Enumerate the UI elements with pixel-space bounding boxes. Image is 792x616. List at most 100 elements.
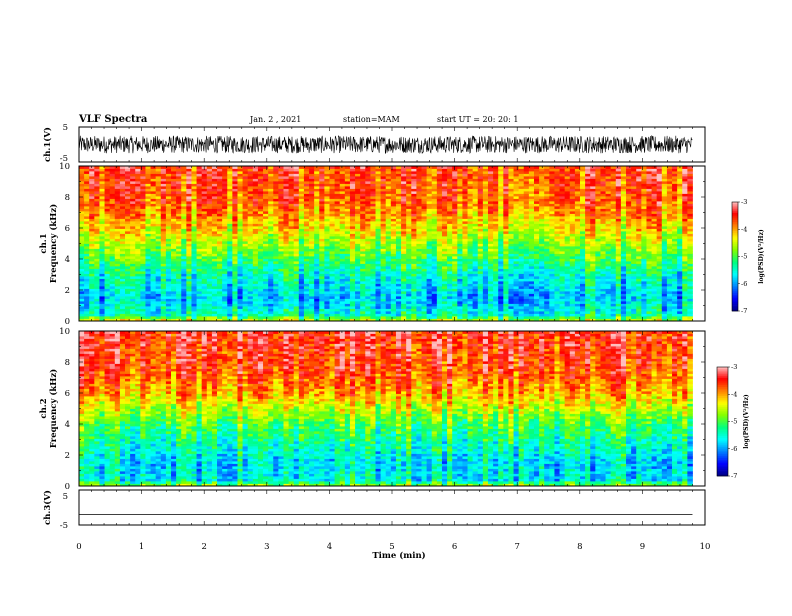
ch1-spectrogram-cell: [390, 248, 397, 252]
ch1-spectrogram-cell: [165, 271, 172, 274]
ch1-spectrogram-cell: [411, 193, 417, 197]
ch1-spectrogram-cell: [421, 256, 428, 259]
ch1-spectrogram-cell: [227, 183, 233, 187]
ch1-spectrogram-cell: [237, 191, 243, 194]
ch1-spectrogram-cell: [431, 313, 438, 317]
ch1-spectrogram-cell: [150, 263, 157, 267]
ch1-spectrogram-cell: [416, 166, 422, 169]
ch1-spectrogram-cell: [375, 193, 382, 197]
ch1-spectrogram-cell: [309, 251, 315, 254]
ch1-spectrogram-cell: [324, 216, 330, 219]
ch1-spectrogram-cell: [303, 318, 310, 322]
ch1-spectrogram-cell: [339, 268, 346, 272]
ch1-spectrogram-cell: [395, 296, 402, 299]
ch1-spectrogram-cell: [176, 173, 182, 177]
ch1-spectrogram-cell: [232, 171, 238, 174]
ch1-spectrogram-cell: [222, 173, 228, 177]
ch1-spectrogram-cell: [237, 303, 243, 307]
ch1-spectrogram-cell: [155, 243, 162, 247]
ch1-spectrogram-cell: [278, 198, 284, 202]
ch1-spectrogram-cell: [89, 166, 95, 169]
ch1-spectrogram-cell: [288, 206, 295, 209]
ch1-spectrogram-cell: [288, 266, 295, 269]
ch1-spectrogram-cell: [99, 308, 105, 312]
ch1-spectrogram-cell: [395, 183, 402, 187]
ch1-spectrogram-cell: [278, 276, 284, 279]
ch1-spectrogram-cell: [114, 318, 121, 322]
ch1-spectrogram-cell: [401, 246, 407, 249]
ch1-spectrogram-cell: [370, 218, 376, 222]
ch1-spectrogram-cell: [298, 276, 305, 279]
ch1-spectrogram-cell: [247, 276, 254, 279]
ch1-spectrogram-cell: [273, 241, 279, 244]
ch1-spectrogram-cell: [482, 241, 489, 244]
ch1-spectrogram-cell: [390, 246, 397, 249]
ch1-spectrogram-cell: [344, 221, 351, 224]
ch1-spectrogram-cell: [186, 233, 192, 237]
ch1-spectrogram-cell: [94, 286, 100, 289]
ch1-spectrogram-cell: [135, 251, 141, 254]
ch1-spectrogram-cell: [426, 271, 433, 274]
ch1-spectrogram-cell: [303, 238, 310, 242]
ch1-spectrogram-cell: [278, 181, 284, 184]
ch1-spectrogram-cell: [329, 318, 336, 322]
ch1-spectrogram-cell: [370, 236, 376, 239]
ch1-spectrogram-cell: [421, 296, 428, 299]
ch1-spectrogram-cell: [447, 168, 453, 172]
ch1-spectrogram-cell: [380, 303, 387, 307]
ch1-spectrogram-cell: [196, 293, 203, 297]
ch1-spectrogram-cell: [191, 268, 197, 272]
ch1-spectrogram-cell: [421, 253, 428, 257]
ch1-spectrogram-cell: [370, 291, 376, 294]
ch1-spectrogram-cell: [390, 256, 397, 259]
ch1-spectrogram-cell: [145, 196, 151, 199]
ch1-spectrogram-cell: [125, 278, 131, 282]
ch1-spectrogram-cell: [150, 196, 157, 199]
ch1-spectrogram-cell: [150, 266, 157, 269]
ch1-spectrogram-cell: [344, 171, 351, 174]
ch1-spectrogram-cell: [252, 203, 259, 207]
ch1-spectrogram-cell: [125, 231, 131, 234]
ch1-spectrogram-cell: [201, 308, 208, 312]
ch1-spectrogram-cell: [431, 251, 438, 254]
ch1-spectrogram-cell: [206, 263, 213, 267]
ch1-spectrogram-cell: [329, 261, 336, 264]
ch1-spectrogram-cell: [237, 228, 243, 232]
ch1-spectrogram-cell: [273, 293, 279, 297]
ch1-spectrogram-cell: [426, 298, 433, 302]
ch1-spectrogram-cell: [355, 218, 361, 222]
ch1-spectrogram-cell: [395, 206, 402, 209]
ch1-spectrogram-cell: [232, 223, 238, 227]
ch1-spectrogram-cell: [303, 281, 310, 284]
ch1-spectrogram-cell: [349, 296, 356, 299]
ch1-spectrogram-cell: [94, 171, 100, 174]
ch1-spectrogram-cell: [441, 278, 448, 282]
ch1-spectrogram-cell: [349, 248, 356, 252]
ch1-spectrogram-cell: [447, 206, 453, 209]
ch1-spectrogram-cell: [201, 208, 208, 212]
ch1-spectrogram-cell: [222, 226, 228, 229]
ch1-spectrogram-cell: [84, 201, 90, 204]
ch1-spectrogram-cell: [104, 226, 111, 229]
ch1-spectrogram-cell: [247, 316, 254, 319]
ch1-spectrogram-cell: [171, 293, 177, 297]
ch1-spectrogram-cell: [441, 216, 448, 219]
ch1-spectrogram-cell: [426, 261, 433, 264]
ch1-spectrogram-cell: [431, 221, 438, 224]
ch1-spectrogram-cell: [211, 276, 218, 279]
ch1-spectrogram-cell: [375, 246, 382, 249]
ch1-spectrogram-cell: [324, 251, 330, 254]
ch1-spectrogram-cell: [462, 243, 468, 247]
ch1-spectrogram-cell: [191, 176, 197, 179]
ch1-spectrogram-cell: [411, 211, 417, 214]
ch1-spectrogram-cell: [303, 178, 310, 182]
ch1-spectrogram-cell: [406, 303, 412, 307]
ch1-spectrogram-cell: [421, 236, 428, 239]
ch1-spectrogram-cell: [273, 261, 279, 264]
ch1-spectrogram-cell: [155, 206, 162, 209]
ch1-spectrogram-cell: [452, 316, 458, 319]
ch1-spectrogram-cell: [436, 191, 443, 194]
ch1-spectrogram-cell: [145, 278, 151, 282]
ch1-spectrogram-cell: [165, 191, 172, 194]
ch1-spectrogram-cell: [482, 213, 489, 217]
